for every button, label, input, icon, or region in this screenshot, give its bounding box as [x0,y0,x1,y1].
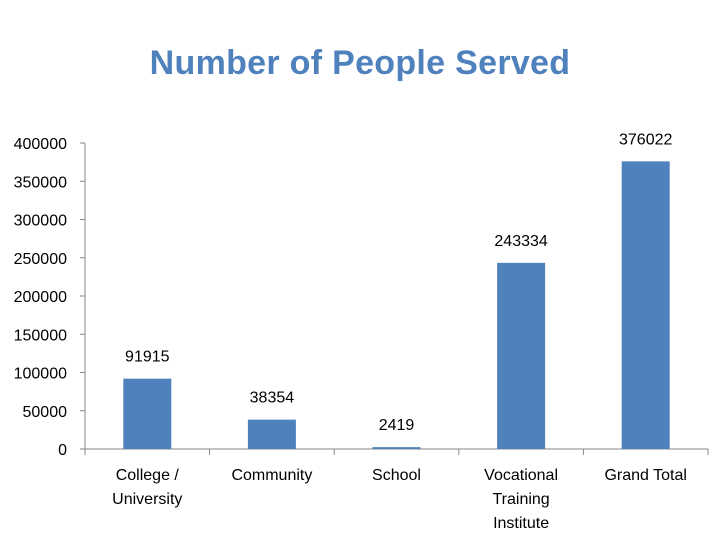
data-label: 91915 [125,349,170,366]
bar[interactable] [497,262,546,449]
x-category-label: Grand Total [604,467,686,484]
data-label: 376022 [619,131,672,148]
y-tick-label: 350000 [14,174,67,191]
x-category-label: Vocational Training Institute [484,467,558,532]
data-label: 38354 [250,390,295,407]
y-tick-label: 0 [58,442,67,459]
y-tick-label: 150000 [14,327,67,344]
bar[interactable] [372,447,421,449]
x-category-label: School [372,467,421,484]
x-category-label: Community [231,467,312,484]
chart-bars [123,161,670,449]
bar[interactable] [123,378,172,449]
data-label: 243334 [494,233,547,250]
y-tick-label: 400000 [14,136,67,153]
y-tick-label: 300000 [14,213,67,230]
data-label: 2419 [379,417,415,434]
y-tick-label: 250000 [14,251,67,268]
chart-title: Number of People Served [149,44,571,82]
chart-axes: 0 50000 100000 150000 200000 250000 300000 3500… [14,136,709,459]
y-tick-label: 50000 [23,404,68,421]
x-category-label: College / University [112,467,182,508]
bar[interactable] [621,161,670,449]
bar[interactable] [247,419,296,449]
chart-labels: 91915 College / University 38354 Community 24… [112,131,687,532]
y-tick-label: 100000 [14,366,67,383]
y-tick-label: 200000 [14,289,67,306]
